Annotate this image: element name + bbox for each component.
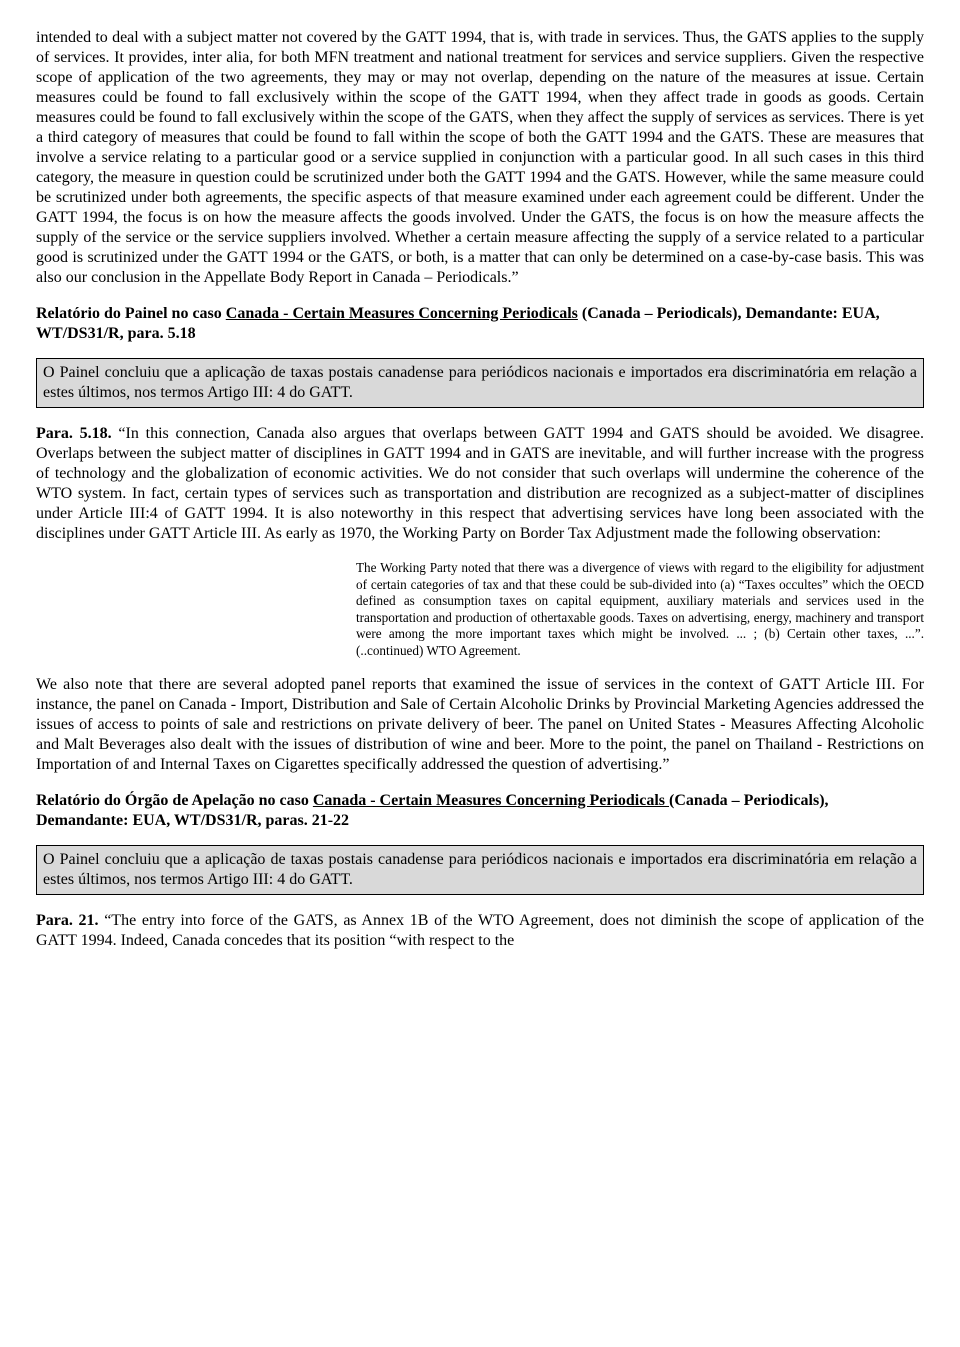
para-lead-518: Para. 5.18. (36, 425, 112, 442)
blockquote-working-party: The Working Party noted that there was a… (36, 560, 924, 659)
heading2-pre: Relatório do Órgão de Apelação no caso (36, 792, 313, 809)
paragraph-3: We also note that there are several adop… (36, 675, 924, 775)
paragraph-2: Para. 5.18. “In this connection, Canada … (36, 424, 924, 544)
heading-appellate-report: Relatório do Órgão de Apelação no caso C… (36, 791, 924, 831)
summary-box-2: O Painel concluiu que a aplicação de tax… (36, 845, 924, 895)
heading-case: Canada - Certain Measures Concerning Per… (226, 305, 578, 322)
para-lead-21: Para. 21. (36, 912, 99, 929)
heading-panel-report: Relatório do Painel no caso Canada - Cer… (36, 304, 924, 344)
heading2-case: Canada - Certain Measures Concerning Per… (313, 792, 669, 809)
paragraph-1: intended to deal with a subject matter n… (36, 28, 924, 288)
para-body-21: “The entry into force of the GATS, as An… (36, 912, 924, 949)
summary-box-1: O Painel concluiu que a aplicação de tax… (36, 358, 924, 408)
paragraph-4: Para. 21. “The entry into force of the G… (36, 911, 924, 951)
para-body-518: “In this connection, Canada also argues … (36, 425, 924, 542)
heading-pre: Relatório do Painel no caso (36, 305, 226, 322)
